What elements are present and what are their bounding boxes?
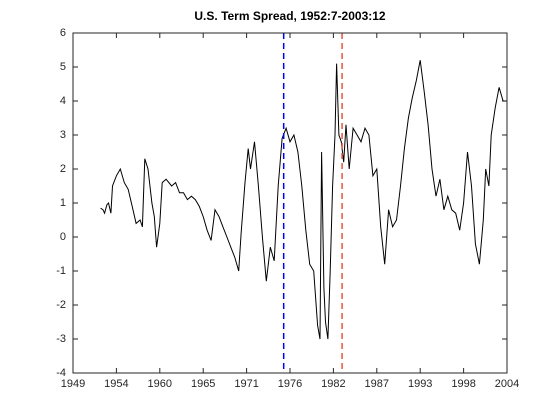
x-tick-label: 1993 [408,378,432,390]
x-tick-label: 1987 [365,378,389,390]
chart-title: U.S. Term Spread, 1952:7-2003:12 [194,9,386,23]
axes-box [72,32,508,374]
y-tick-label: 5 [60,61,66,73]
x-tick-label: 1971 [234,378,258,390]
y-tick-label: 6 [60,27,66,39]
y-tick-label: -2 [56,299,66,311]
x-tick-label: 1965 [191,378,215,390]
data-line [100,60,507,340]
y-tick-label: -1 [56,265,66,277]
x-tick-label: 1998 [451,378,475,390]
x-tick-label: 1982 [321,378,345,390]
x-tick-label: 1949 [61,378,85,390]
x-tick-label: 1960 [148,378,172,390]
y-tick-label: 0 [60,231,66,243]
y-tick-label: 1 [60,197,66,209]
y-tick-label: 4 [60,95,66,107]
y-tick-label: 2 [60,163,66,175]
y-tick-label: 3 [60,129,66,141]
x-tick-label: 1954 [104,378,128,390]
y-tick-label: -4 [56,367,66,379]
y-tick-label: -3 [56,333,66,345]
x-tick-label: 2004 [495,378,519,390]
x-tick-label: 1976 [278,378,302,390]
